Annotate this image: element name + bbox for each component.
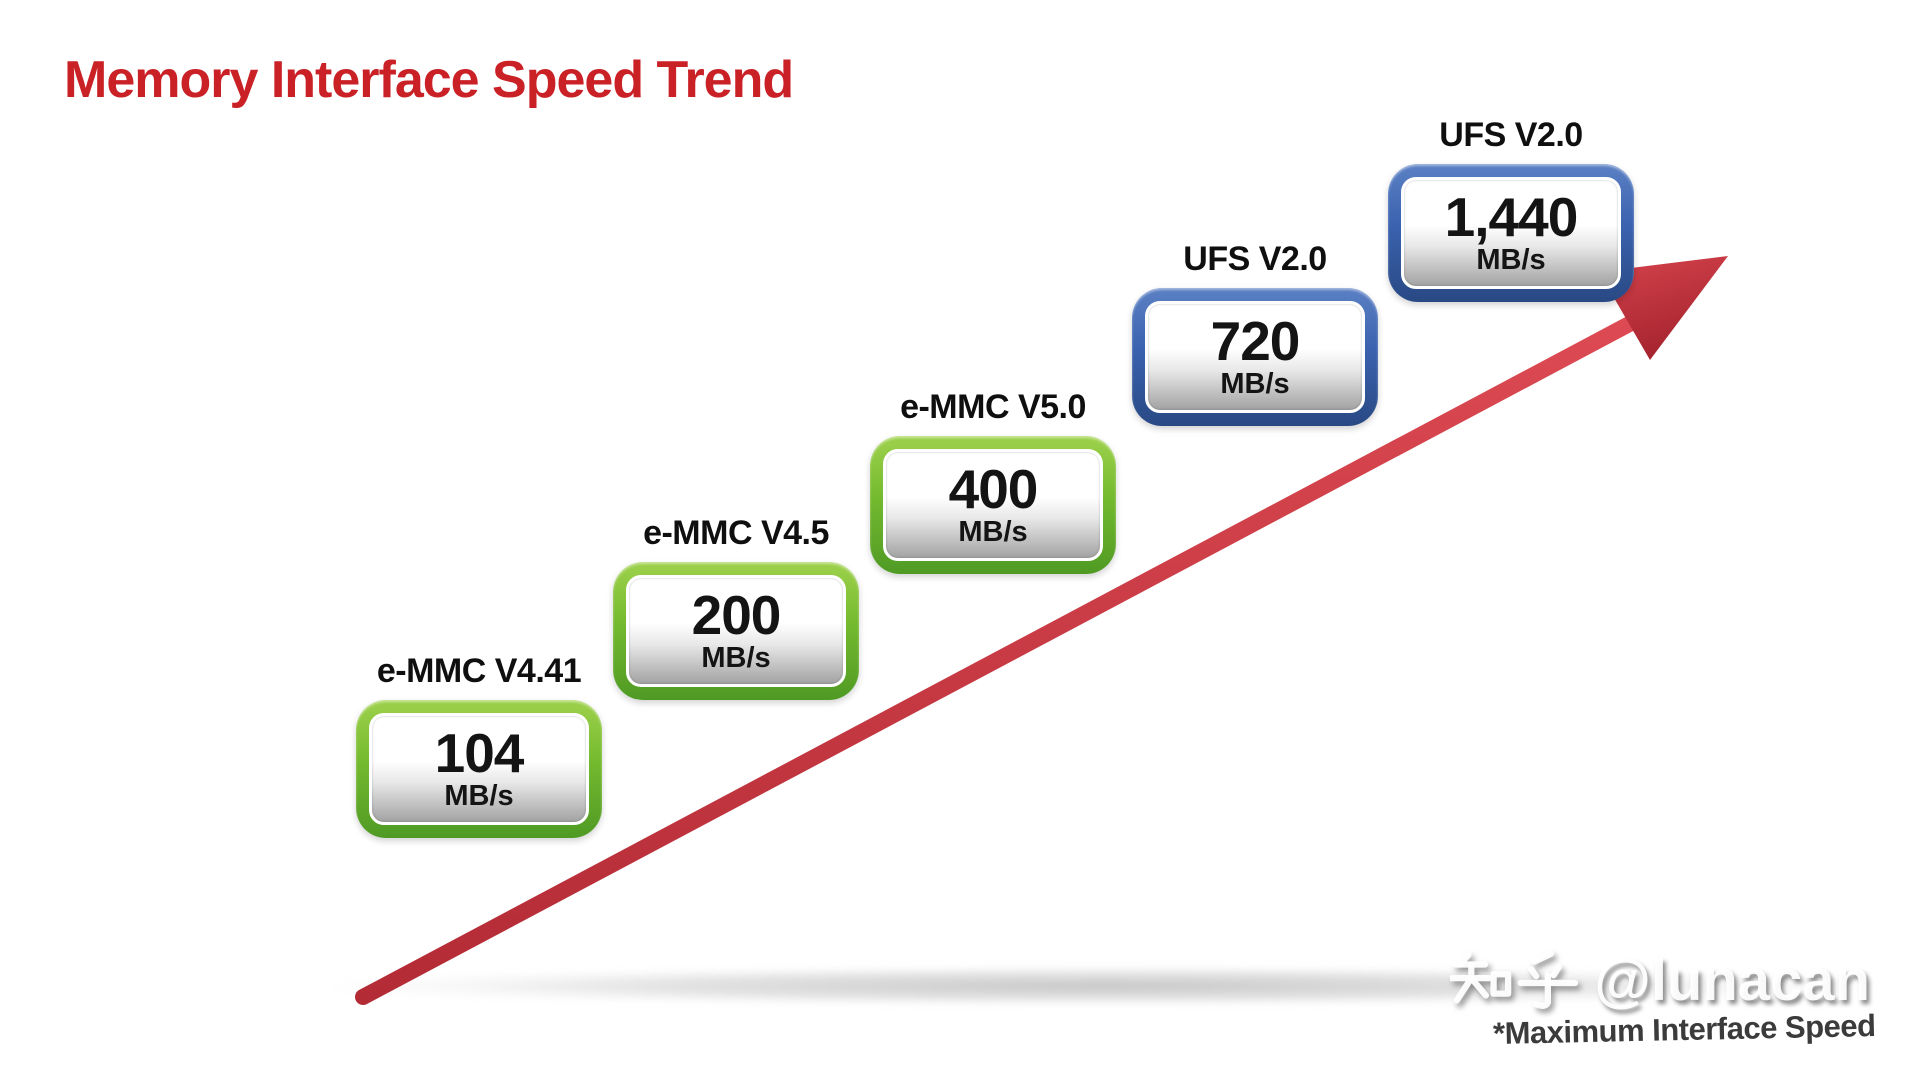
node-panel: 720 MB/s — [1145, 301, 1365, 413]
node-panel: 1,440 MB/s — [1401, 177, 1621, 289]
node-value: 200 — [691, 583, 782, 646]
node-panel: 400 MB/s — [883, 449, 1103, 561]
node-label: e-MMC V4.41 — [376, 652, 582, 690]
node-label: UFS V2.0 — [1183, 240, 1327, 278]
speed-node-ufs-v20-1440: UFS V2.0 1,440 MB/s — [1388, 116, 1634, 302]
ground-shadow — [330, 964, 1920, 1010]
speed-node-emmc-v45: e-MMC V4.5 200 MB/s — [613, 514, 859, 700]
node-frame: 200 MB/s — [613, 562, 859, 700]
node-unit: MB/s — [958, 516, 1028, 549]
speed-node-emmc-v441: e-MMC V4.41 104 MB/s — [356, 652, 602, 838]
node-unit: MB/s — [1476, 244, 1546, 277]
node-value: 1,440 — [1444, 185, 1579, 248]
node-frame: 104 MB/s — [356, 700, 602, 838]
node-label: e-MMC V5.0 — [900, 388, 1086, 426]
node-label: UFS V2.0 — [1439, 116, 1583, 154]
node-panel: 104 MB/s — [369, 713, 589, 825]
speed-node-ufs-v20-720: UFS V2.0 720 MB/s — [1132, 240, 1378, 426]
node-unit: MB/s — [701, 642, 771, 675]
node-panel: 200 MB/s — [626, 575, 846, 687]
node-frame: 400 MB/s — [870, 436, 1116, 574]
speed-node-emmc-v50: e-MMC V5.0 400 MB/s — [870, 388, 1116, 574]
node-frame: 720 MB/s — [1132, 288, 1378, 426]
watermark-handle: @lunacan — [1594, 948, 1870, 1013]
node-frame: 1,440 MB/s — [1388, 164, 1634, 302]
watermark: @lunacan — [1450, 950, 1870, 1012]
node-unit: MB/s — [444, 780, 514, 813]
page-title: Memory Interface Speed Trend — [64, 51, 794, 109]
node-value: 104 — [434, 721, 525, 784]
node-label: e-MMC V4.5 — [643, 514, 829, 552]
node-value: 400 — [948, 457, 1039, 520]
zhihu-wordmark-icon — [1450, 950, 1579, 1009]
arrow-shaft — [355, 304, 1660, 1005]
node-value: 720 — [1210, 309, 1301, 372]
node-unit: MB/s — [1220, 368, 1290, 401]
